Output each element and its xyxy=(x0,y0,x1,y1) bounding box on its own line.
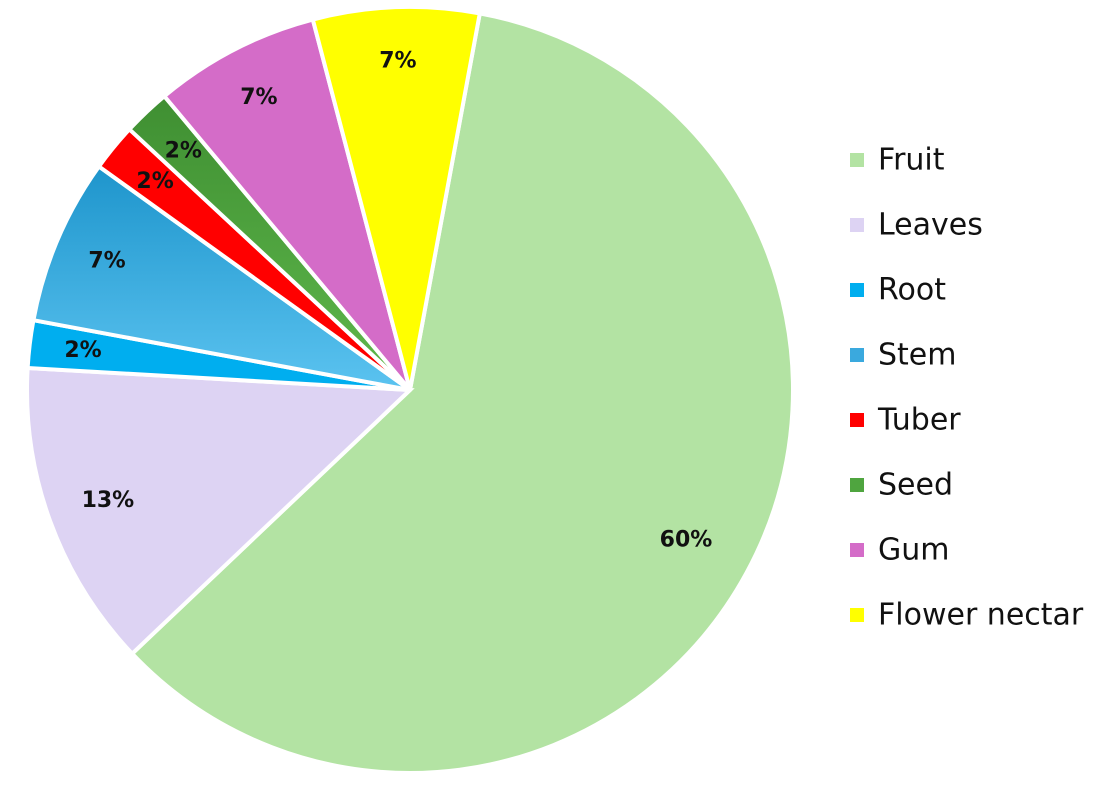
legend-item-tuber: Tuber xyxy=(850,403,961,438)
value-label-flower-nectar: 7% xyxy=(379,48,416,73)
legend-label-root: Root xyxy=(878,273,946,308)
pie-slice-flower-nectar xyxy=(310,5,483,391)
value-label-root: 2% xyxy=(64,338,101,363)
legend-item-root: Root xyxy=(850,273,946,308)
pie-slice-fruit xyxy=(129,11,795,775)
pie-slices xyxy=(25,5,795,775)
legend-label-gum: Gum xyxy=(878,533,949,568)
legend-item-stem: Stem xyxy=(850,338,957,373)
legend-swatch-flower-nectar xyxy=(850,608,864,622)
legend-swatch-stem xyxy=(850,348,864,362)
value-label-stem: 7% xyxy=(88,248,125,273)
legend-swatch-fruit xyxy=(850,153,864,167)
legend-label-flower-nectar: Flower nectar xyxy=(878,598,1084,633)
legend-label-tuber: Tuber xyxy=(877,403,961,438)
legend-label-stem: Stem xyxy=(878,338,957,373)
legend-swatch-tuber xyxy=(850,413,864,427)
legend-label-seed: Seed xyxy=(878,468,953,503)
legend-item-flower-nectar: Flower nectar xyxy=(850,598,1084,633)
pie-value-labels: 60% 13% 2% 7% 2% 2% 7% 7% xyxy=(64,48,712,552)
legend-label-fruit: Fruit xyxy=(878,143,945,178)
pie-slice-leaves xyxy=(25,365,415,657)
legend-swatch-gum xyxy=(850,543,864,557)
pie-slice-gum xyxy=(161,17,412,392)
legend-swatch-seed xyxy=(850,478,864,492)
value-label-seed: 2% xyxy=(165,139,202,164)
legend-swatch-root xyxy=(850,283,864,297)
legend-item-fruit: Fruit xyxy=(850,143,945,178)
value-label-gum: 7% xyxy=(240,85,277,110)
legend-item-gum: Gum xyxy=(850,533,949,568)
value-label-fruit: 60% xyxy=(660,527,713,552)
value-label-tuber: 2% xyxy=(136,169,173,194)
legend-label-leaves: Leaves xyxy=(878,208,983,243)
legend-item-leaves: Leaves xyxy=(850,208,983,243)
legend-swatch-leaves xyxy=(850,218,864,232)
pie-slice-stem xyxy=(31,163,412,392)
legend-item-seed: Seed xyxy=(850,468,953,503)
value-label-leaves: 13% xyxy=(82,488,135,513)
legend: Fruit Leaves Root Stem Tuber Seed Gum Flower ne… xyxy=(850,143,1084,633)
